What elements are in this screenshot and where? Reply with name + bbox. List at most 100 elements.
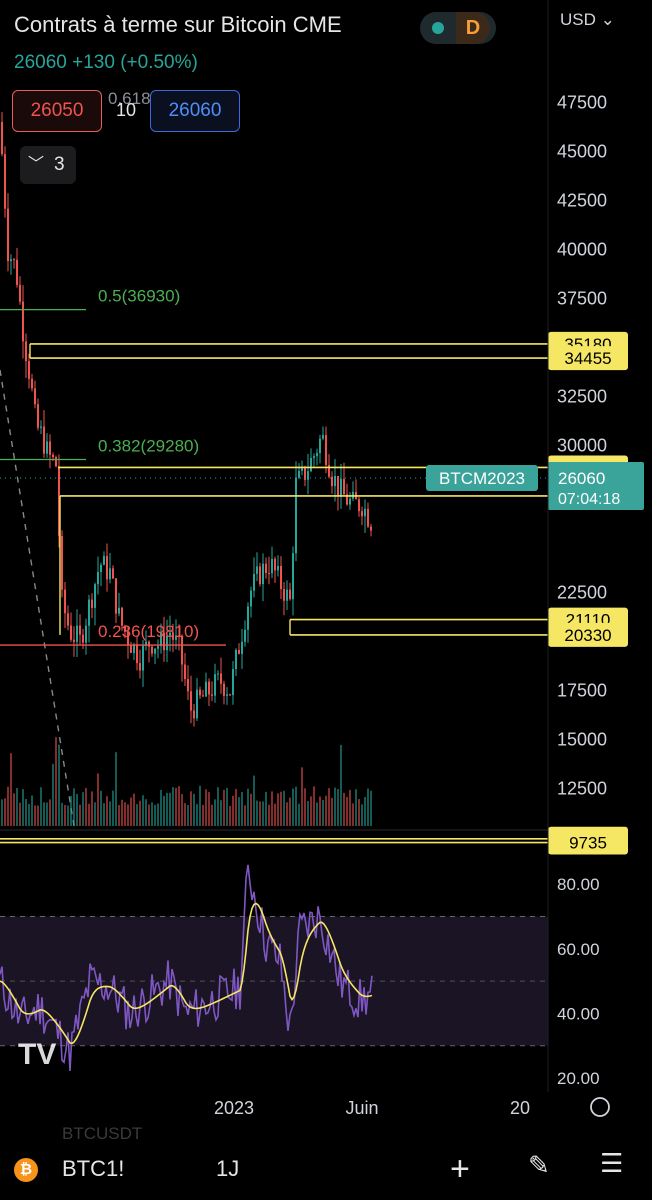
chevron-down-icon: ﹀ (28, 156, 45, 173)
volume-bar (112, 790, 114, 826)
candle (310, 457, 312, 472)
level-price-tag[interactable] (548, 346, 628, 371)
candles-group (0, 112, 548, 827)
bitcoin-icon[interactable]: ₿ (14, 1158, 38, 1182)
fib-label: 0.236(19810) (98, 622, 199, 641)
volume-bar (262, 801, 264, 826)
currency-selector[interactable]: USD ⌄ (560, 10, 615, 29)
volume-bar (25, 799, 27, 826)
candle (22, 301, 24, 342)
volume-bar (139, 800, 141, 826)
volume-bar (256, 800, 258, 826)
chart-title[interactable]: Contrats à terme sur Bitcoin CME (14, 12, 342, 37)
buy-button[interactable]: 26060 (150, 90, 240, 132)
candle (37, 404, 39, 428)
candle (370, 526, 372, 531)
volume-bar (187, 804, 189, 826)
candle (274, 558, 276, 571)
volume-bar (238, 797, 240, 826)
candle (61, 535, 63, 590)
candle (148, 641, 150, 647)
volume-bar (34, 805, 36, 826)
volume-bar (118, 805, 120, 826)
volume-bar (94, 802, 96, 826)
rsi-line (0, 864, 373, 1071)
price-axis-label: 47500 (557, 92, 607, 112)
settings-gear-icon[interactable] (590, 1097, 610, 1117)
volume-bar (367, 788, 369, 826)
volume-bar (58, 744, 60, 826)
symbol-tag[interactable] (426, 465, 538, 491)
sell-button[interactable]: 26050 (12, 90, 102, 132)
candle (172, 632, 174, 640)
current-price-tag[interactable] (548, 462, 644, 510)
volume-bar (103, 803, 105, 826)
level-price-tag[interactable] (548, 830, 628, 855)
price-axis-label: 22500 (557, 582, 607, 602)
volume-bar (166, 792, 168, 826)
volume-bar (361, 804, 363, 826)
volume-bar (19, 802, 21, 826)
volume-bar (235, 788, 237, 826)
candle (139, 663, 141, 671)
price-chart[interactable]: 35180344552887527420211102033099259735BT… (0, 0, 652, 1140)
candle (34, 388, 36, 405)
candle (16, 259, 18, 285)
indicators-toggle[interactable]: ﹀ 3 (20, 146, 76, 184)
volume-bar (193, 793, 195, 826)
volume-bar (157, 803, 159, 826)
candle (76, 625, 78, 642)
menu-icon[interactable]: ☰ (600, 1148, 624, 1178)
candle (166, 635, 168, 651)
status-dot (432, 22, 444, 34)
symbol-button[interactable]: BTC1! (62, 1156, 125, 1181)
volume-bar (82, 792, 84, 826)
candle (286, 589, 288, 601)
interval-badge[interactable]: D (456, 12, 490, 44)
rsi-ma-line (0, 902, 373, 1045)
candle (7, 208, 9, 262)
time-axis: 2023 Juin 20 (214, 0, 610, 1118)
volume-bar (340, 744, 342, 826)
current-price-label: 26060 (558, 469, 605, 488)
volume-bar (172, 787, 174, 826)
candle (232, 669, 234, 695)
volume-bar (250, 793, 252, 826)
candle (10, 259, 12, 262)
volume-bar (364, 796, 366, 826)
volume-bar (331, 797, 333, 826)
candle (184, 664, 186, 680)
volume-bar (184, 803, 186, 826)
volume-bar (217, 787, 219, 826)
candle (358, 499, 360, 512)
candle (88, 599, 90, 626)
price-axis-label: 17500 (557, 680, 607, 700)
volume-bar (370, 790, 372, 826)
pen-icon[interactable]: ✎ (528, 1150, 550, 1180)
volume-bar (325, 795, 327, 826)
volume-bar (313, 786, 315, 826)
candle (214, 674, 216, 696)
time-axis-label: 20 (510, 1098, 530, 1118)
plus-icon[interactable]: + (450, 1150, 470, 1188)
price-axis-label: 30000 (557, 435, 607, 455)
volume-bar (109, 801, 111, 826)
candle (142, 645, 144, 671)
fib-group: 0.618 0.5(36930) 0.382(29280) 0.236(19810) (0, 89, 226, 646)
price-axis-label: 37500 (557, 288, 607, 308)
candle (130, 644, 132, 653)
order-quantity[interactable]: 10 (116, 100, 137, 120)
volume-bar (43, 802, 45, 826)
volume-bar (181, 794, 183, 826)
candle (106, 556, 108, 580)
volume-bar (190, 791, 192, 826)
candle (271, 558, 273, 574)
candle (91, 599, 93, 608)
timeframe-button[interactable]: 1J (216, 1156, 240, 1181)
volume-bar (64, 804, 66, 826)
level-price-tag[interactable] (548, 622, 628, 647)
volume-bar (214, 799, 216, 826)
candle (253, 573, 255, 591)
candle (43, 426, 45, 454)
volume-bar (85, 787, 87, 826)
